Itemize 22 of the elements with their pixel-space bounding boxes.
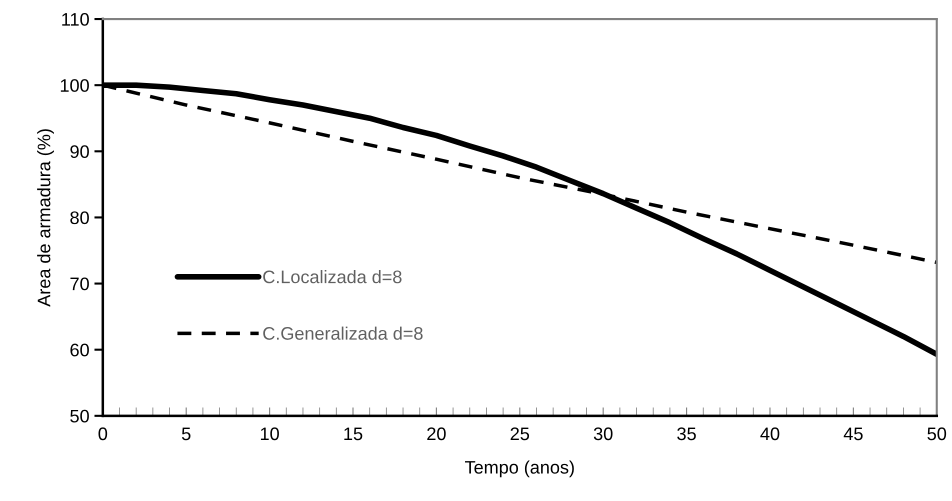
x-axis-title: Tempo (anos) (465, 460, 574, 478)
x-tick-label: 15 (344, 428, 362, 440)
x-tick-label: 5 (182, 428, 190, 440)
x-tick-label: 30 (594, 427, 613, 440)
y-axis-title: Area de armadura (%) (37, 129, 54, 307)
x-tick-label: 10 (260, 427, 279, 440)
x-tick-label: 35 (677, 427, 696, 440)
x-tick-label: 45 (844, 428, 863, 440)
legend-label: C.Generalizada d=8 (263, 326, 423, 340)
y-tick-label: 110 (62, 12, 89, 26)
legend-label: C.Localizada d=8 (263, 270, 402, 284)
y-tick-label: 70 (70, 278, 89, 290)
x-tick-label: 50 (927, 427, 946, 440)
x-tick-label: 25 (510, 427, 530, 440)
x-tick-label: 20 (427, 427, 446, 440)
x-tick-label: 40 (760, 427, 780, 440)
y-tick-label: 60 (70, 344, 89, 356)
y-tick-label: 100 (60, 79, 89, 92)
y-tick-label: 80 (70, 211, 89, 224)
y-tick-label: 50 (70, 410, 89, 423)
x-tick-label: 0 (98, 427, 108, 440)
y-tick-label: 90 (70, 145, 89, 158)
